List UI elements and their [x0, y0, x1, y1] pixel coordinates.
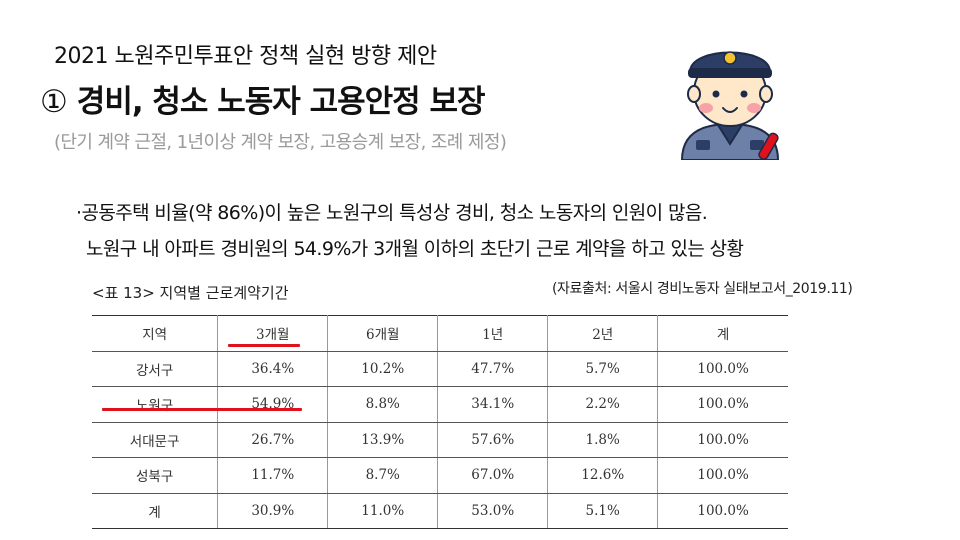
- table-cell: 계: [92, 492, 219, 529]
- slide-title: ① 경비, 청소 노동자 고용안정 보장: [40, 76, 486, 121]
- title-text: 경비, 청소 노동자 고용안정 보장: [76, 84, 486, 120]
- bullet-line-2: 노원구 내 아파트 경비원의 54.9%가 3개월 이하의 초단기 근로 계약을…: [86, 238, 744, 260]
- table-cell: 100.0%: [657, 421, 788, 458]
- table-row: 강서구 36.4% 10.2% 47.7% 5.7% 100.0%: [92, 350, 788, 387]
- table-cell: 서대문구: [92, 421, 219, 458]
- table-cell: 8.7%: [327, 457, 439, 494]
- table-row: 성북구 11.7% 8.7% 67.0% 12.6% 100.0%: [92, 457, 788, 494]
- table-cell: 100.0%: [657, 457, 788, 494]
- table-header-row: 지역 3개월 6개월 1년 2년 계: [92, 315, 788, 352]
- table-cell: 47.7%: [437, 350, 549, 387]
- table-cell: 53.0%: [437, 492, 549, 529]
- table-cell: 100.0%: [657, 386, 788, 423]
- table-cell: 36.4%: [217, 350, 329, 387]
- header-cell: 지역: [92, 315, 219, 352]
- header-cell: 2년: [547, 315, 659, 352]
- table-cell: 5.1%: [547, 492, 659, 529]
- table-caption: <표 13> 지역별 근로계약기간: [92, 284, 289, 302]
- table-cell: 67.0%: [437, 457, 549, 494]
- slide-kicker: 2021 노원주민투표안 정책 실현 방향 제안: [54, 44, 437, 69]
- table-cell: 12.6%: [547, 457, 659, 494]
- table-row: 노원구 54.9% 8.8% 34.1% 2.2% 100.0%: [92, 386, 788, 423]
- table-cell: 11.7%: [217, 457, 329, 494]
- table-cell: 2.2%: [547, 386, 659, 423]
- highlight-underline-3months: [228, 344, 300, 347]
- header-cell: 1년: [437, 315, 549, 352]
- title-number: ①: [40, 84, 68, 120]
- table-row: 계 30.9% 11.0% 53.0% 5.1% 100.0%: [92, 492, 788, 529]
- table-cell: 11.0%: [327, 492, 439, 529]
- table-cell: 성북구: [92, 457, 219, 494]
- security-guard-icon: [680, 51, 780, 160]
- bullet-line-1: ·공동주택 비율(약 86%)이 높은 노원구의 특성상 경비, 청소 노동자의…: [76, 202, 708, 224]
- table-cell: 57.6%: [437, 421, 549, 458]
- table-row: 서대문구 26.7% 13.9% 57.6% 1.8% 100.0%: [92, 421, 788, 458]
- table-cell: 5.7%: [547, 350, 659, 387]
- table-cell: 26.7%: [217, 421, 329, 458]
- table-cell: 강서구: [92, 350, 219, 387]
- header-cell: 계: [657, 315, 788, 352]
- table-cell: 1.8%: [547, 421, 659, 458]
- table-cell: 100.0%: [657, 492, 788, 529]
- contract-period-table: 지역 3개월 6개월 1년 2년 계 강서구 36.4% 10.2% 47.7%…: [92, 315, 788, 529]
- table-cell: 30.9%: [217, 492, 329, 529]
- table-cell: 34.1%: [437, 386, 549, 423]
- table-cell: 100.0%: [657, 350, 788, 387]
- table-source: (자료출처: 서울시 경비노동자 실태보고서_2019.11): [552, 281, 853, 297]
- header-cell: 6개월: [327, 315, 439, 352]
- slide-subtitle: (단기 계약 근절, 1년이상 계약 보장, 고용승계 보장, 조례 제정): [54, 132, 507, 153]
- table-cell: 8.8%: [327, 386, 439, 423]
- table-cell: 노원구: [92, 386, 219, 423]
- highlight-underline-nowon-row: [102, 408, 302, 411]
- table-cell: 13.9%: [327, 421, 439, 458]
- table-cell: 10.2%: [327, 350, 439, 387]
- table-cell: 54.9%: [217, 386, 329, 423]
